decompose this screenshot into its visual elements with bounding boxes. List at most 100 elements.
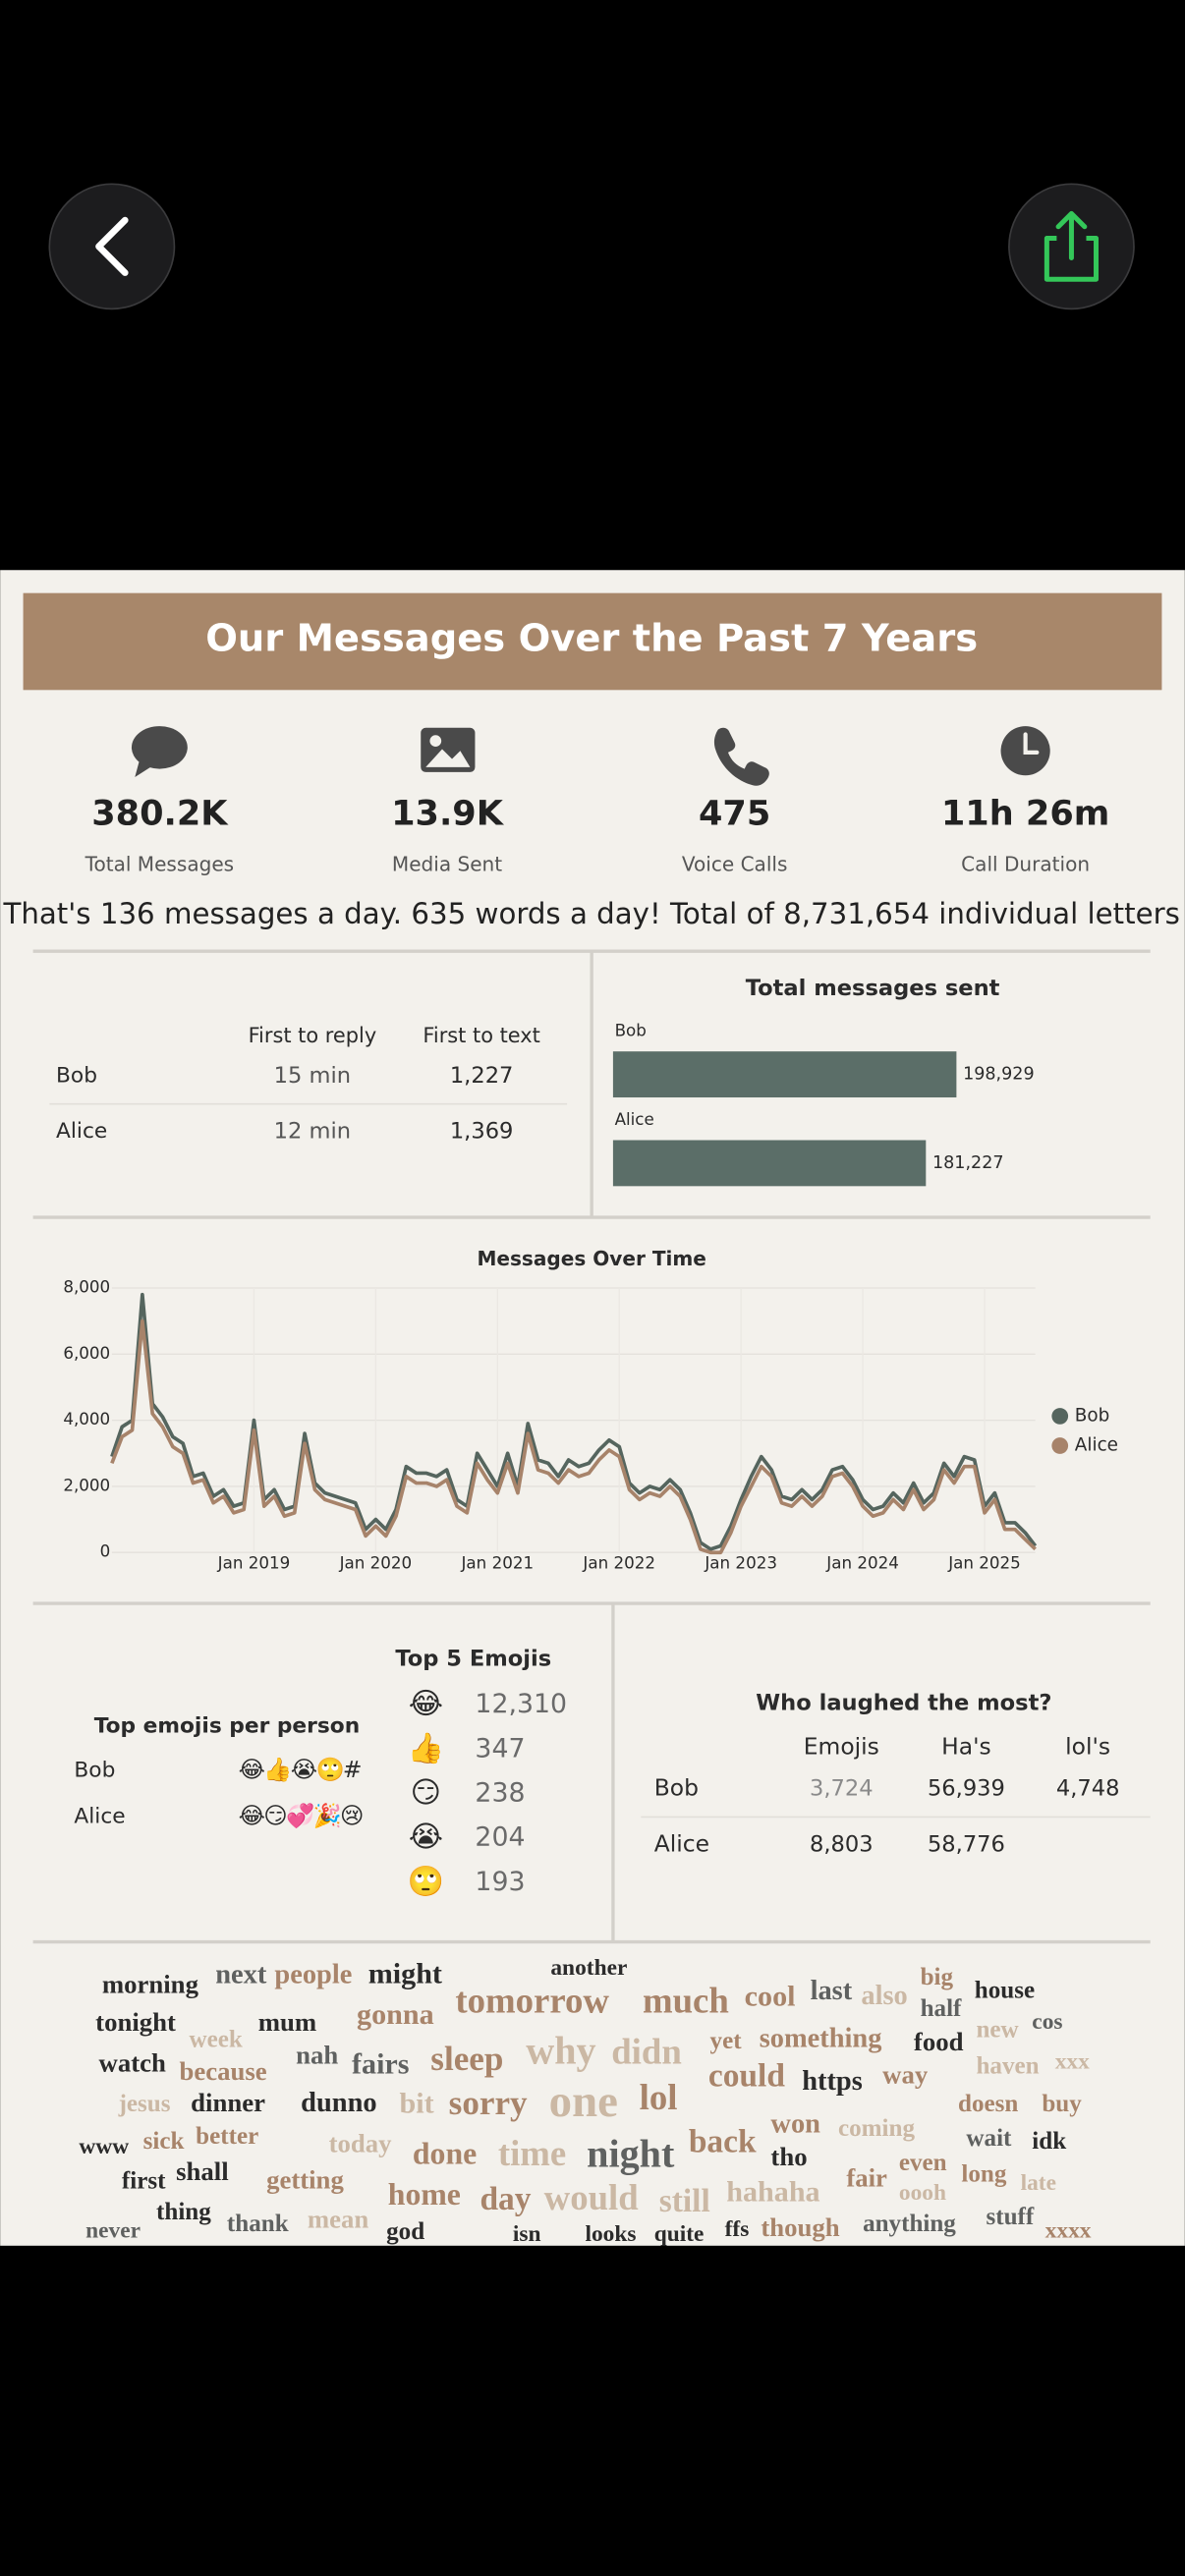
cloud-word: half [921, 1995, 962, 2022]
cloud-word: because [179, 2056, 266, 2086]
table-cell: 15 min [274, 1063, 351, 1089]
cloud-word: https [802, 2066, 863, 2097]
cloud-word: www [79, 2134, 129, 2159]
cloud-word: much [643, 1980, 729, 2020]
cloud-word: getting [266, 2164, 344, 2194]
x-tick-label: Jan 2022 [582, 1552, 655, 1572]
emoji: 🙄 [408, 1865, 444, 1899]
emoji: 👍 [408, 1730, 444, 1765]
row-name: Bob [56, 1063, 97, 1088]
column-header: Emojis [804, 1733, 879, 1761]
cloud-word: could [708, 2058, 785, 2095]
icon-messages [131, 726, 188, 777]
cloud-word: dunno [301, 2088, 376, 2118]
back-button[interactable] [48, 183, 176, 310]
person-name: Alice [74, 1804, 125, 1828]
stat-value: 475 [699, 793, 770, 833]
emoji: 😭 [409, 1820, 443, 1855]
cloud-word: stuff [986, 2204, 1034, 2230]
row-name: Alice [654, 1829, 709, 1857]
cloud-word: new [976, 2017, 1018, 2044]
cloud-word: ffs [725, 2216, 750, 2242]
table-cell: 8,803 [810, 1831, 874, 1857]
person-name: Bob [74, 1759, 115, 1783]
cloud-word: week [189, 2027, 242, 2053]
icon-clock [1000, 726, 1050, 776]
cloud-word: gonna [357, 1997, 434, 2031]
cloud-word: food [914, 2027, 964, 2056]
legend-swatch [1051, 1437, 1069, 1454]
cloud-word: isn [513, 2221, 541, 2247]
cloud-word: another [550, 1955, 627, 1981]
emoji-count: 12,310 [475, 1689, 567, 1719]
emoji-count: 193 [475, 1867, 525, 1897]
cloud-word: time [498, 2133, 566, 2173]
x-tick-label: Jan 2020 [339, 1552, 413, 1572]
icon-phone [713, 727, 769, 786]
column-header: First to text [423, 1024, 539, 1047]
stat-label: Voice Calls [682, 853, 788, 876]
cloud-word: xxxx [1045, 2218, 1092, 2244]
value-label: 181,227 [932, 1153, 1004, 1173]
table-cell: 56,939 [928, 1776, 1005, 1802]
cloud-word: last [811, 1976, 853, 2006]
bar-label: Alice [615, 1109, 654, 1129]
cloud-word: anything [863, 2211, 956, 2237]
cloud-word: back [689, 2124, 757, 2160]
icon-media [421, 727, 476, 772]
legend-label: Bob [1075, 1405, 1110, 1426]
bar-label: Bob [615, 1021, 647, 1040]
emoji-count: 347 [475, 1733, 525, 1764]
y-tick-label: 0 [100, 1541, 111, 1561]
cloud-word: next [215, 1959, 267, 1989]
cloud-word: home [388, 2177, 461, 2212]
emoji-count: 238 [475, 1778, 525, 1809]
chart-title: Total messages sent [746, 976, 1000, 1001]
cloud-word: mum [258, 2007, 316, 2037]
cloud-word: why [526, 2028, 595, 2072]
cloud-word: sorry [449, 2084, 528, 2122]
cloud-word: even [899, 2150, 947, 2176]
share-button[interactable] [1008, 183, 1135, 310]
cloud-word: day [480, 2181, 531, 2217]
cloud-word: mean [308, 2204, 369, 2233]
cloud-word: thing [156, 2199, 211, 2225]
table-cell: 4,748 [1056, 1776, 1120, 1802]
cloud-word: house [975, 1977, 1035, 2003]
stat-value: 11h 26m [941, 793, 1110, 833]
cloud-word: wait [966, 2125, 1012, 2152]
chart-title: Messages Over Time [477, 1247, 705, 1270]
cloud-word: tomorrow [455, 1980, 609, 2020]
x-tick-label: Jan 2019 [217, 1552, 291, 1572]
cloud-word: cool [745, 1980, 796, 2013]
cloud-word: one [549, 2076, 618, 2127]
stat-label: Media Sent [392, 853, 502, 876]
y-tick-label: 4,000 [63, 1409, 110, 1428]
cloud-word: something [760, 2024, 882, 2054]
cloud-word: won [770, 2109, 820, 2140]
cloud-word: never [85, 2218, 141, 2244]
x-tick-label: Jan 2024 [825, 1552, 899, 1572]
cloud-word: people [274, 1959, 352, 1989]
column-header: lol's [1065, 1733, 1110, 1761]
y-tick-label: 6,000 [63, 1343, 110, 1363]
cloud-word: quite [654, 2221, 705, 2247]
cloud-word: didn [611, 2031, 682, 2071]
row-name: Alice [56, 1119, 107, 1144]
x-tick-label: Jan 2023 [704, 1552, 777, 1572]
cloud-word: late [1021, 2170, 1056, 2196]
cloud-word: idk [1032, 2128, 1066, 2155]
cloud-word: would [544, 2177, 640, 2217]
y-tick-label: 8,000 [63, 1277, 110, 1297]
cloud-word: also [861, 1981, 907, 2011]
stat-value: 13.9K [391, 793, 505, 833]
cloud-word: might [368, 1956, 442, 1989]
stat-label: Call Duration [961, 853, 1090, 876]
cloud-word: long [961, 2161, 1006, 2188]
cloud-word: yet [710, 2028, 743, 2054]
cloud-word: xxx [1055, 2048, 1090, 2074]
person-emojis: 😂😏💞🎉😢 [239, 1802, 363, 1829]
cloud-word: buy [1042, 2091, 1082, 2117]
